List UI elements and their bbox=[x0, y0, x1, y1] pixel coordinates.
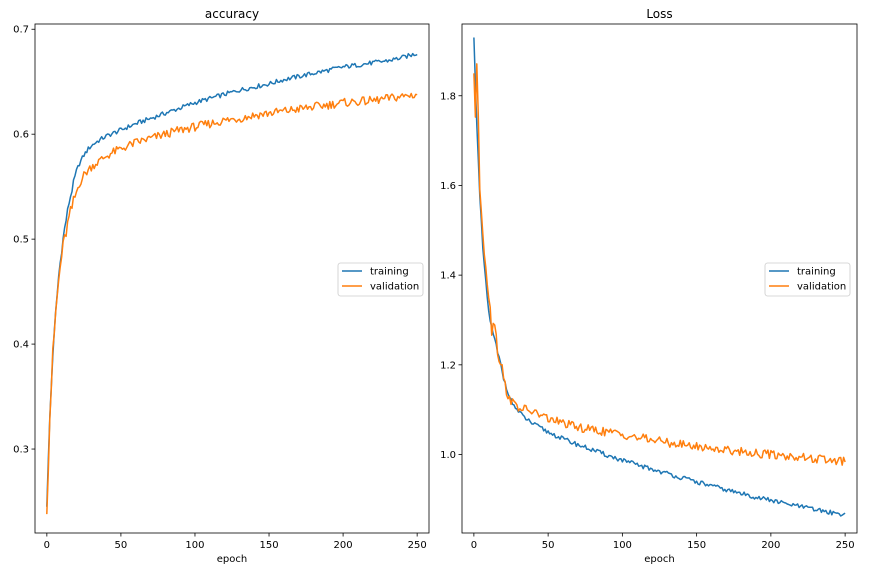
loss-chart: Loss 0 50 100 150 200 250 1.0 1.2 1.4 1.6 1.8 epoch t… bbox=[440, 7, 858, 565]
y-tick-label: 1.2 bbox=[440, 360, 456, 371]
y-tick-label: 0.5 bbox=[13, 235, 29, 246]
x-tick-label: 0 bbox=[44, 540, 50, 551]
series-line-training bbox=[46, 52, 418, 507]
legend-label-training: training bbox=[797, 267, 836, 278]
x-tick-label: 50 bbox=[542, 540, 555, 551]
y-tick-label: 1.8 bbox=[440, 91, 456, 102]
x-tick-label: 150 bbox=[259, 540, 278, 551]
x-tick-label: 50 bbox=[115, 540, 128, 551]
legend: training validation bbox=[764, 262, 851, 297]
chart-title: Loss bbox=[646, 7, 672, 21]
series-line-validation bbox=[46, 92, 418, 515]
y-tick-label: 1.4 bbox=[440, 271, 456, 282]
legend-label-validation: validation bbox=[797, 282, 846, 293]
series-line-validation bbox=[473, 63, 846, 466]
axes-frame bbox=[34, 23, 430, 534]
axes-frame bbox=[461, 23, 858, 534]
x-tick-label: 200 bbox=[761, 540, 780, 551]
series-line-training bbox=[473, 37, 846, 517]
x-tick-label: 150 bbox=[687, 540, 706, 551]
legend-label-validation: validation bbox=[370, 282, 419, 293]
legend-label-training: training bbox=[370, 267, 409, 278]
y-tick-label: 1.6 bbox=[440, 181, 456, 192]
x-tick-label: 100 bbox=[185, 540, 204, 551]
x-tick-label: 200 bbox=[334, 540, 353, 551]
x-tick-label: 250 bbox=[836, 540, 855, 551]
x-tick-label: 0 bbox=[471, 540, 477, 551]
y-tick-label: 0.4 bbox=[13, 340, 29, 351]
y-tick-label: 1.0 bbox=[440, 450, 456, 461]
chart-title: accuracy bbox=[205, 7, 259, 21]
y-tick-label: 0.6 bbox=[13, 130, 29, 141]
y-tick-label: 0.3 bbox=[13, 445, 29, 456]
x-tick-label: 100 bbox=[613, 540, 632, 551]
x-axis-label: epoch bbox=[217, 554, 247, 565]
accuracy-chart: accuracy 0 50 100 150 200 250 0.3 0.4 0.5 0.6 0.7 ep… bbox=[13, 7, 430, 565]
y-tick-label: 0.7 bbox=[13, 25, 29, 36]
x-tick-label: 250 bbox=[408, 540, 427, 551]
legend: training validation bbox=[337, 262, 424, 297]
x-axis-label: epoch bbox=[644, 554, 674, 565]
